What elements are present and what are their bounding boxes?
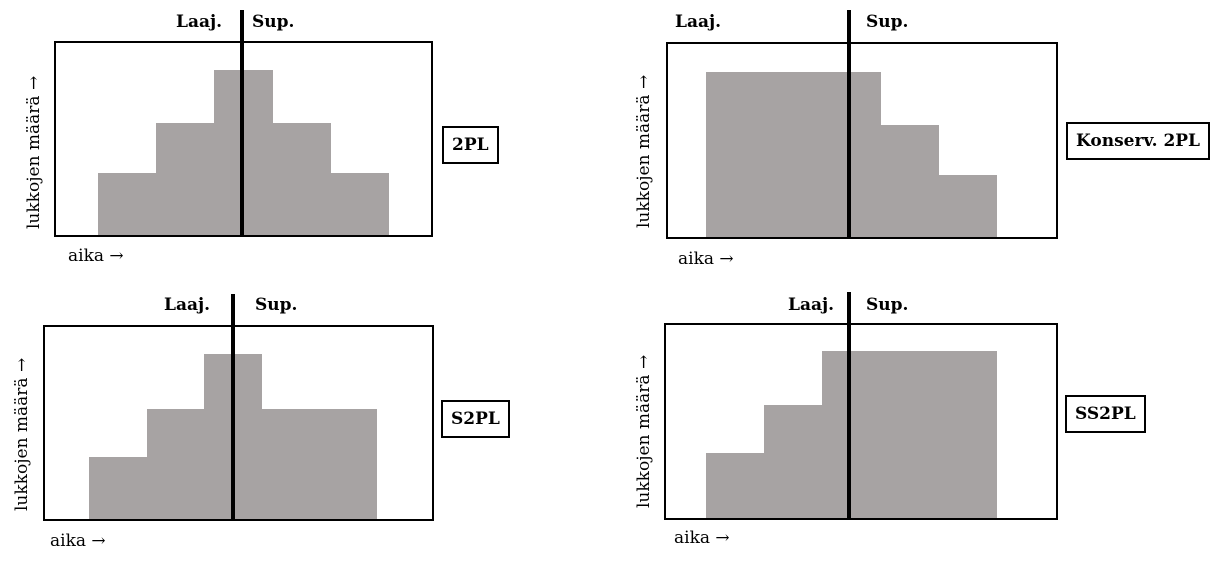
y-axis-label: lukkojen määrä →	[12, 357, 32, 511]
protocol-tag: 2PL	[442, 126, 499, 164]
shrinking-phase-label: Sup.	[255, 295, 298, 315]
lock-step-1	[89, 457, 147, 519]
lock-step-5	[938, 175, 997, 237]
protocol-tag: SS2PL	[1065, 395, 1146, 433]
lock-step-5	[319, 409, 377, 519]
lock-step-1	[706, 453, 765, 518]
lock-step-2	[146, 409, 205, 519]
lock-step-1	[706, 72, 765, 237]
x-axis-label: aika →	[50, 531, 106, 551]
shrinking-phase-label: Sup.	[252, 12, 295, 32]
protocol-tag: S2PL	[441, 400, 510, 438]
lock-step-3	[822, 351, 881, 518]
lock-step-2	[764, 72, 823, 237]
lock-step-5	[938, 351, 997, 518]
shrinking-phase-label: Sup.	[866, 12, 909, 32]
lock-step-3	[822, 72, 881, 237]
growing-phase-label: Laaj.	[788, 295, 835, 315]
growing-phase-label: Laaj.	[164, 295, 211, 315]
lock-step-1	[98, 173, 157, 235]
y-axis-label: lukkojen määrä →	[634, 354, 654, 508]
lock-step-4	[272, 123, 331, 235]
shrinking-phase-label: Sup.	[866, 295, 909, 315]
growing-phase-label: Laaj.	[675, 12, 722, 32]
lock-step-5	[330, 173, 389, 235]
lock-step-4	[880, 351, 939, 518]
phase-divider	[240, 10, 244, 237]
y-axis-label: lukkojen määrä →	[634, 74, 654, 228]
x-axis-label: aika →	[678, 249, 734, 269]
x-axis-label: aika →	[674, 528, 730, 548]
protocol-tag: Konserv. 2PL	[1066, 122, 1211, 160]
lock-step-2	[764, 405, 823, 518]
phase-divider	[231, 294, 235, 521]
phase-divider	[847, 292, 851, 520]
growing-phase-label: Laaj.	[176, 12, 223, 32]
x-axis-label: aika →	[68, 246, 124, 266]
y-axis-label: lukkojen määrä →	[24, 75, 44, 229]
lock-step-4	[880, 125, 939, 237]
lock-step-4	[261, 409, 320, 519]
phase-divider	[847, 10, 851, 239]
lock-step-2	[156, 123, 215, 235]
